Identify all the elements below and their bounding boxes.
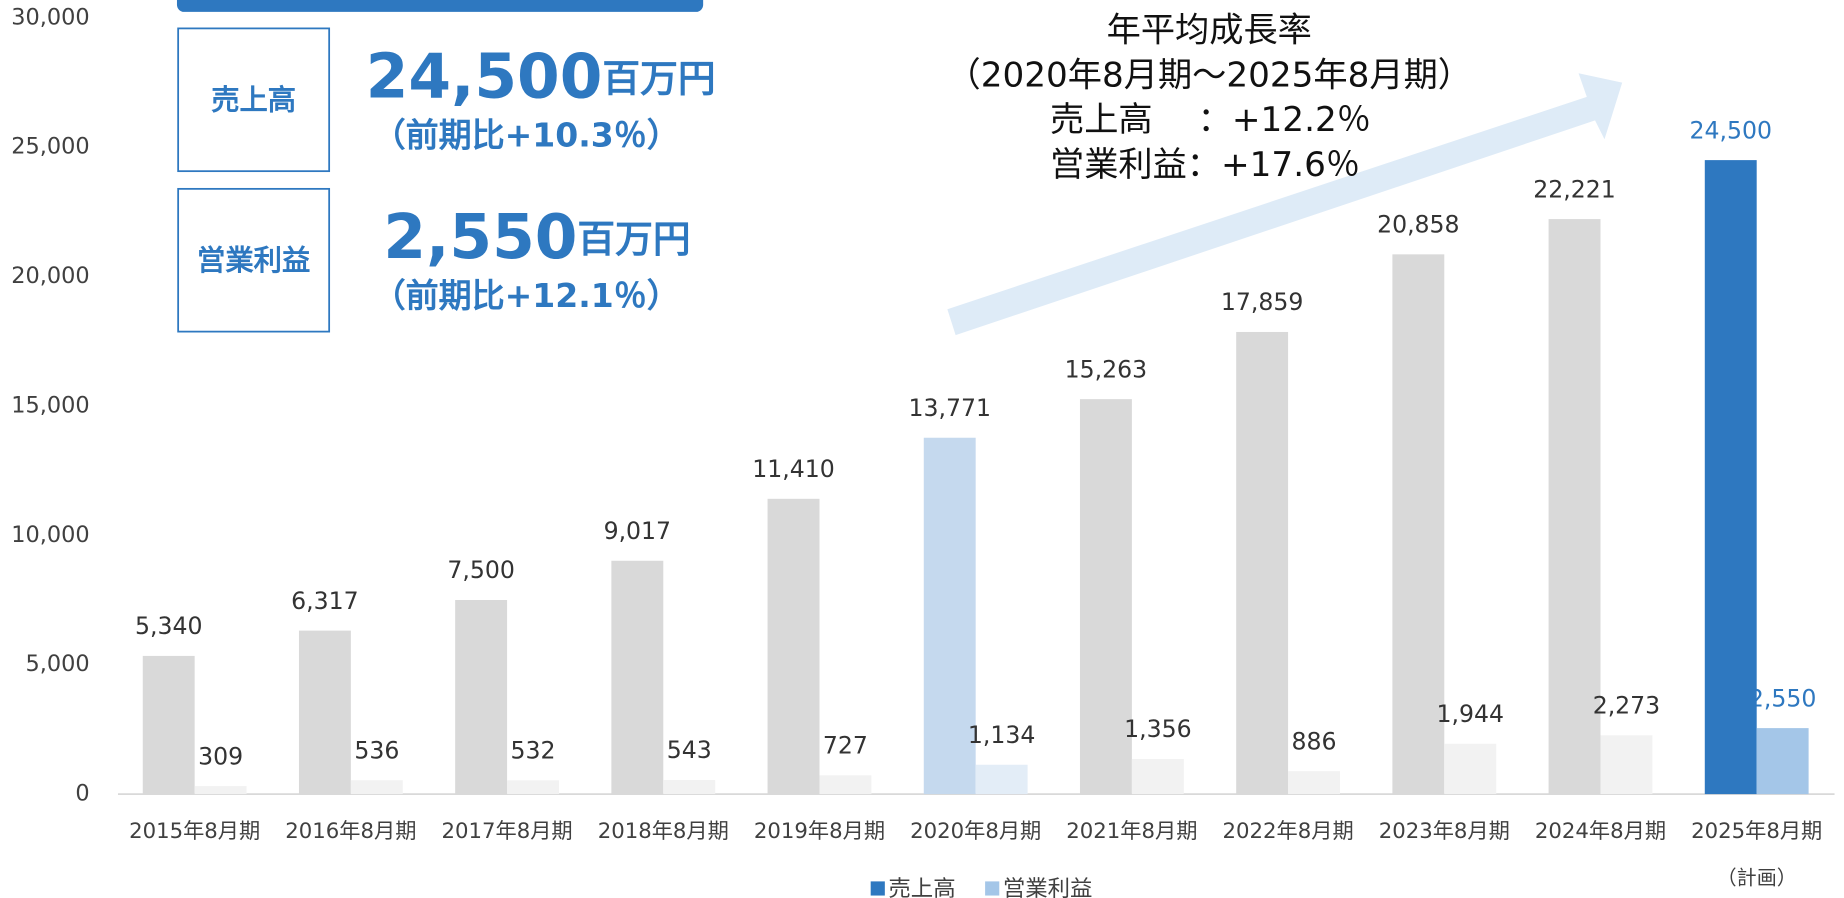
data-label: 13,771 (908, 394, 991, 422)
data-label: 2,550 (1749, 684, 1817, 712)
bar (194, 786, 247, 795)
x-tick-label: 2023年8月期 (1379, 819, 1510, 844)
bar (1131, 758, 1184, 795)
x-tick-label: 2016年8月期 (285, 819, 416, 844)
growth-text: 売上高 ：+12.2％ (1050, 100, 1371, 140)
x-tick-label: 2022年8月期 (1223, 819, 1354, 844)
y-tick-label: 0 (75, 781, 89, 807)
kpi-unit: 百万円 (602, 56, 715, 100)
kpi-change: （前期比+10.3％） (373, 115, 680, 154)
kpi-number: 2,550 (383, 201, 577, 272)
y-tick-label: 25,000 (11, 134, 89, 160)
kpi-change: （前期比+12.1％） (373, 276, 680, 315)
data-label: 1,356 (1124, 715, 1192, 743)
data-label: 1,944 (1436, 700, 1504, 728)
data-label: 9,017 (604, 517, 672, 545)
x-tick-label: 2015年8月期 (129, 819, 260, 844)
x-tick-label: 2025年8月期 (1691, 819, 1822, 844)
kpi-box (177, 187, 331, 333)
bar (1288, 771, 1340, 795)
bar (455, 600, 508, 795)
bar (1236, 331, 1289, 795)
bar (923, 437, 976, 795)
bar (1704, 160, 1757, 795)
data-label: 532 (511, 737, 556, 765)
data-label: 309 (198, 742, 243, 770)
y-tick-label: 15,000 (11, 392, 89, 418)
growth-text: 営業利益：+17.6％ (1050, 145, 1360, 185)
bar (611, 560, 664, 795)
bar (767, 498, 820, 795)
bar (975, 764, 1028, 795)
legend-label: 売上高 (888, 876, 955, 898)
bar (142, 655, 195, 795)
y-tick-label: 10,000 (11, 522, 89, 548)
bar (1392, 254, 1445, 795)
bar (507, 780, 559, 795)
kpi-value: 24,500百万円 (366, 41, 716, 112)
bar (1444, 743, 1497, 795)
x-tick-label: 2021年8月期 (1066, 819, 1197, 844)
bar (1600, 735, 1653, 795)
data-label: 20,858 (1377, 211, 1460, 239)
x-tick-label: 2020年8月期 (910, 819, 1041, 844)
x-tick-label: 2024年8月期 (1535, 819, 1666, 844)
bar (1548, 219, 1601, 795)
kpi-label: 売上高 (211, 84, 296, 117)
x-tick-label: 2019年8月期 (754, 819, 885, 844)
y-tick-label: 20,000 (11, 263, 89, 289)
bar (1756, 728, 1809, 795)
data-label: 11,410 (752, 455, 835, 483)
bar (298, 630, 351, 795)
data-label: 15,263 (1065, 355, 1148, 383)
x-tick-label: 2018年8月期 (598, 819, 729, 844)
bar (350, 780, 403, 795)
kpi-number: 24,500 (366, 41, 603, 112)
data-label: 1,134 (968, 721, 1036, 749)
legend-swatch (985, 881, 1000, 896)
data-label: 7,500 (447, 556, 515, 584)
data-label: 543 (667, 736, 712, 764)
growth-text: （2020年8月期～2025年8月期） (947, 55, 1472, 95)
growth-text: 年平均成長率 (1107, 10, 1312, 50)
data-label: 6,317 (291, 587, 359, 615)
category-note: （計画） (1717, 866, 1797, 890)
x-tick-label: 2017年8月期 (441, 819, 572, 844)
data-label: 2,273 (1593, 691, 1661, 719)
data-label: 17,859 (1221, 288, 1304, 316)
data-label: 536 (354, 736, 399, 764)
growth-arrow (947, 73, 1623, 336)
y-tick-label: 30,000 (11, 4, 89, 30)
bar (1079, 399, 1132, 795)
legend-label: 営業利益 (1003, 876, 1093, 898)
kpi-box (177, 27, 331, 173)
bar (663, 780, 716, 795)
header-bar (176, 0, 704, 12)
data-label: 727 (823, 731, 868, 759)
kpi-label: 営業利益 (197, 244, 310, 277)
data-label: 24,500 (1689, 116, 1772, 144)
data-label: 5,340 (135, 612, 203, 640)
kpi-unit: 百万円 (577, 216, 690, 260)
bar (819, 775, 872, 795)
kpi-value: 2,550百万円 (383, 201, 690, 272)
data-label: 22,221 (1533, 175, 1616, 203)
legend-swatch (870, 881, 885, 896)
data-label: 886 (1292, 727, 1337, 755)
y-tick-label: 5,000 (26, 651, 90, 677)
